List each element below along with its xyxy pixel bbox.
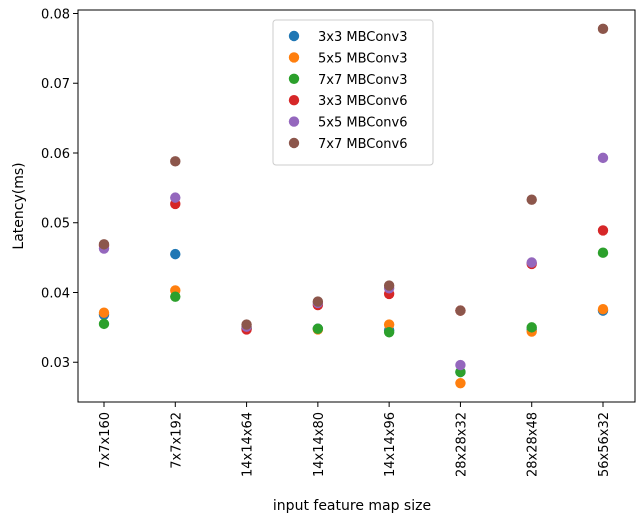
y-tick-label: 0.08 — [41, 7, 70, 22]
data-point — [98, 239, 110, 250]
legend: 3x3 MBConv3 5x5 MBConv3 7x7 MBConv3 3x3 MBC… — [272, 19, 434, 166]
data-point — [597, 304, 609, 315]
y-axis: 0.03 0.04 0.05 0.06 0.07 0.08 — [41, 7, 78, 371]
data-point — [455, 377, 466, 389]
x-tick-label: 14x14x96 — [383, 412, 398, 477]
y-tick-label: 0.07 — [41, 77, 70, 92]
data-point — [98, 318, 110, 330]
data-point — [312, 323, 324, 334]
x-tick-label: 28x28x32 — [454, 412, 469, 477]
plot-frame — [77, 9, 636, 403]
data-point — [383, 327, 395, 338]
data-point — [455, 305, 466, 316]
data-point — [597, 152, 609, 164]
data-point — [312, 296, 324, 307]
legend-marker — [288, 95, 300, 106]
data-point — [526, 194, 537, 205]
data-points — [98, 23, 609, 389]
legend-label: 7x7 MBConv6 — [318, 137, 408, 152]
data-point — [526, 322, 537, 333]
data-point — [170, 291, 181, 302]
x-tick-label: 28x28x48 — [526, 412, 541, 477]
x-tick-label: 7x7x160 — [98, 412, 113, 469]
x-tick-label: 14x14x64 — [241, 412, 256, 477]
data-point — [597, 247, 609, 258]
legend-label: 3x3 MBConv3 — [318, 30, 408, 45]
legend-label: 7x7 MBConv3 — [318, 73, 408, 88]
x-axis: 7x7x160 7x7x192 14x14x64 14x14x80 14x14x96 28… — [98, 402, 612, 477]
legend-marker — [288, 30, 300, 42]
data-point — [170, 248, 181, 260]
x-tick-label: 56x56x32 — [597, 412, 612, 477]
data-point — [383, 280, 395, 291]
data-point — [383, 319, 395, 330]
legend-marker — [288, 116, 300, 127]
data-point — [241, 319, 252, 330]
x-axis-label: input feature map size — [273, 498, 431, 514]
data-point — [455, 359, 466, 371]
y-tick-label: 0.04 — [41, 286, 70, 301]
y-tick-label: 0.06 — [41, 147, 70, 162]
legend-marker — [288, 137, 300, 149]
legend-label: 3x3 MBConv6 — [318, 94, 408, 109]
data-point — [526, 257, 537, 268]
data-point — [170, 156, 181, 167]
y-tick-label: 0.05 — [41, 217, 70, 232]
legend-frame — [272, 19, 434, 166]
data-point — [170, 192, 181, 203]
legend-marker — [288, 52, 300, 63]
y-axis-label: Latency(ms) — [11, 162, 27, 249]
data-point — [597, 225, 609, 236]
x-tick-label: 14x14x80 — [312, 412, 327, 477]
data-point — [98, 307, 110, 318]
legend-label: 5x5 MBConv6 — [318, 116, 408, 131]
data-point — [597, 23, 609, 35]
x-tick-label: 7x7x192 — [169, 412, 184, 469]
legend-marker — [288, 73, 300, 85]
y-tick-label: 0.03 — [41, 356, 70, 371]
legend-label: 5x5 MBConv3 — [318, 51, 408, 66]
